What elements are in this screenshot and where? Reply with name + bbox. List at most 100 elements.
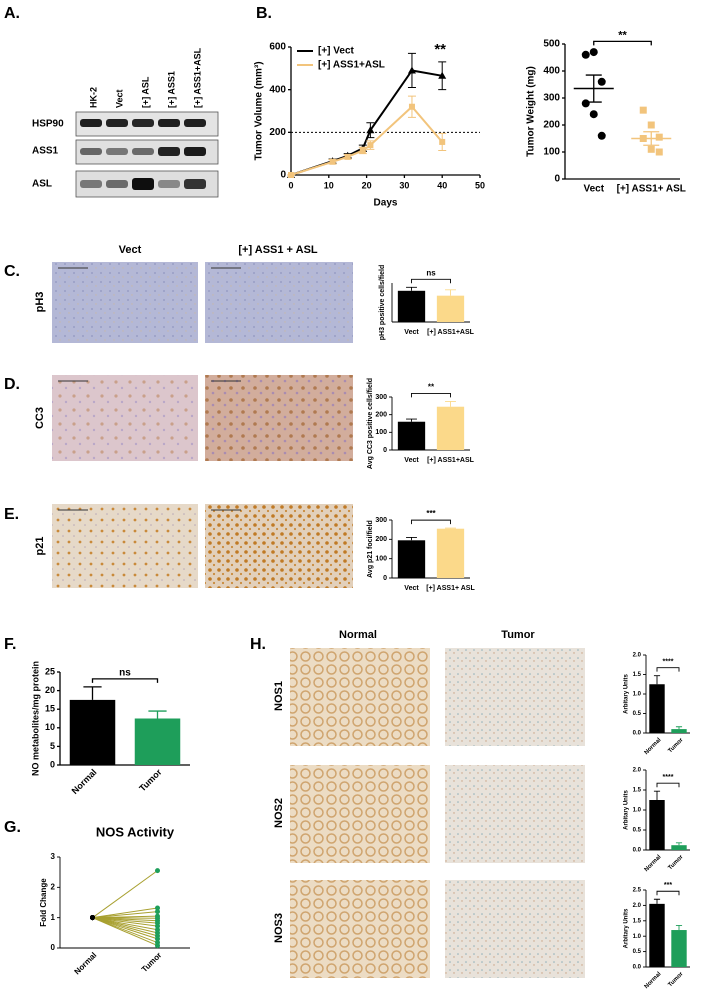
y-tick-label: 0 bbox=[554, 174, 560, 185]
column-header: Normal bbox=[339, 629, 377, 641]
error-bar bbox=[643, 131, 660, 146]
significance-label: ** bbox=[618, 29, 627, 41]
y-tick-label: 200 bbox=[543, 120, 560, 131]
data-point bbox=[655, 133, 663, 141]
ihc-image bbox=[290, 648, 430, 746]
x-tick-label: 40 bbox=[437, 180, 447, 190]
y-tick-label: 2.0 bbox=[633, 653, 642, 659]
y-tick-label: 10 bbox=[45, 722, 55, 732]
data-point bbox=[655, 148, 663, 156]
y-tick-label: 0.0 bbox=[633, 848, 642, 854]
column-header: Tumor bbox=[501, 629, 535, 641]
ihc-image bbox=[52, 375, 198, 461]
x-tick-label: Tumor bbox=[667, 971, 685, 989]
bar bbox=[397, 540, 426, 578]
significance-bracket bbox=[593, 40, 652, 46]
x-tick-label: [+] ASS1+ ASL bbox=[426, 585, 475, 592]
significance-label: **** bbox=[663, 659, 674, 666]
y-axis-label: Tumor Weight (mg) bbox=[526, 66, 537, 157]
y-tick-label: 100 bbox=[375, 429, 387, 436]
row-label: NOS1 bbox=[273, 681, 285, 711]
x-tick-label: Normal bbox=[644, 971, 663, 990]
x-tick-label: Tumor bbox=[137, 767, 164, 794]
column-header: Vect bbox=[119, 244, 142, 256]
marker bbox=[155, 909, 160, 915]
error-bar bbox=[445, 289, 456, 296]
y-tick-label: 0 bbox=[383, 447, 387, 454]
y-tick-label: 0.5 bbox=[633, 711, 642, 717]
x-tick-label: Tumor bbox=[667, 737, 685, 755]
panel-label: B. bbox=[256, 5, 272, 22]
ihc-image bbox=[290, 880, 430, 978]
x-tick-label: Vect bbox=[404, 457, 419, 464]
y-tick-label: 15 bbox=[45, 704, 55, 714]
y-tick-label: 200 bbox=[375, 536, 387, 543]
data-point bbox=[639, 106, 647, 114]
marker bbox=[155, 923, 160, 929]
series-line bbox=[92, 870, 158, 919]
significance-label: ns bbox=[426, 268, 436, 277]
row-label: CC3 bbox=[34, 407, 46, 429]
marker bbox=[367, 142, 374, 149]
significance-label: *** bbox=[426, 509, 436, 518]
marker bbox=[344, 153, 351, 160]
significance-label: ** bbox=[428, 383, 435, 392]
series-line bbox=[92, 911, 158, 919]
y-axis-label: Avg CC3 positive cells/field bbox=[367, 378, 374, 469]
blot-lanes: HK-2 Vect [+] ASL [+] ASS1 [+] ASS1+ASL bbox=[88, 47, 202, 108]
ihc-image bbox=[205, 504, 353, 588]
column-header: [+] ASS1 + ASL bbox=[238, 244, 318, 256]
row-label: p21 bbox=[34, 537, 46, 556]
significance-bracket bbox=[411, 278, 451, 284]
panel-label: G. bbox=[4, 819, 21, 836]
legend-label: [+] ASS1+ASL bbox=[318, 60, 385, 71]
y-tick-label: 200 bbox=[375, 412, 387, 419]
data-point bbox=[581, 50, 590, 59]
marker bbox=[359, 147, 366, 154]
y-tick-label: 1.0 bbox=[633, 934, 642, 940]
ihc-image bbox=[205, 375, 353, 461]
ihc-image bbox=[52, 262, 198, 343]
x-axis-label: Days bbox=[374, 198, 398, 209]
bar bbox=[436, 406, 465, 450]
bar bbox=[436, 295, 465, 322]
bar bbox=[671, 930, 687, 967]
y-tick-label: 1 bbox=[51, 913, 56, 922]
significance-bracket bbox=[411, 392, 451, 398]
ihc-image bbox=[52, 504, 198, 588]
y-tick-label: 1.5 bbox=[633, 672, 642, 678]
y-tick-label: 1.0 bbox=[633, 808, 642, 814]
series-line bbox=[92, 917, 158, 927]
error-bar bbox=[585, 74, 602, 103]
significance-bracket bbox=[656, 890, 680, 896]
row-label: pH3 bbox=[34, 292, 46, 313]
data-point bbox=[581, 99, 590, 108]
ihc-image bbox=[445, 765, 585, 863]
x-tick-label: Normal bbox=[644, 737, 663, 756]
x-tick-label: Tumor bbox=[667, 854, 685, 872]
ihc-image bbox=[445, 648, 585, 746]
series-line bbox=[92, 917, 158, 940]
bar bbox=[649, 800, 665, 850]
series-line bbox=[92, 917, 158, 947]
y-tick-label: 0.5 bbox=[633, 949, 642, 955]
bar bbox=[671, 729, 687, 733]
x-tick-label: Vect bbox=[404, 329, 419, 336]
lane-label: Vect bbox=[114, 89, 124, 108]
x-tick-label: Vect bbox=[583, 184, 604, 195]
y-tick-label: 300 bbox=[375, 517, 387, 524]
y-axis-label: Fold Change bbox=[39, 878, 48, 927]
y-tick-label: 500 bbox=[543, 39, 560, 50]
significance-bracket bbox=[656, 782, 680, 788]
x-tick-label: 0 bbox=[288, 180, 293, 190]
marker bbox=[438, 71, 447, 79]
x-tick-label: 30 bbox=[399, 180, 409, 190]
data-point bbox=[647, 121, 655, 129]
chart-title: NOS Activity bbox=[96, 824, 175, 839]
significance-bracket bbox=[91, 678, 159, 683]
error-bar bbox=[653, 675, 661, 685]
y-tick-label: 0.0 bbox=[633, 731, 642, 737]
lane-label: [+] ASL bbox=[140, 76, 150, 108]
marker bbox=[90, 915, 95, 921]
